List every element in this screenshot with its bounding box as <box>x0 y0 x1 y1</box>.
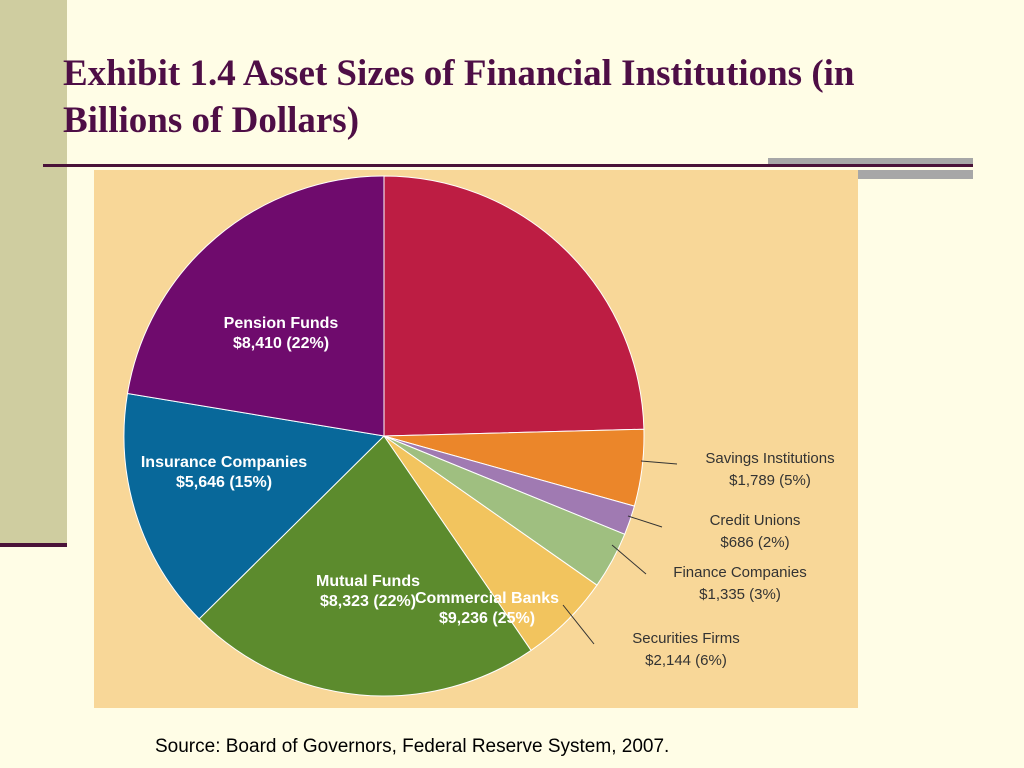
slice-value-mutual-funds: $8,323 (22%) <box>320 593 416 610</box>
title-divider-accent-lower <box>858 170 973 179</box>
leader-line-finance-companies <box>611 544 647 575</box>
left-accent-band <box>0 0 67 543</box>
slice-value-securities-firms: $2,144 (6%) <box>645 652 727 669</box>
pie-slice-pension-funds <box>126 175 385 437</box>
leader-line-savings-institutions <box>640 460 678 465</box>
slice-value-savings-institutions: $1,789 (5%) <box>729 472 811 489</box>
slice-label-pension-funds: Pension Funds <box>224 315 339 332</box>
slice-label-mutual-funds: Mutual Funds <box>316 573 420 590</box>
title-divider <box>43 164 973 167</box>
slice-value-insurance-companies: $5,646 (15%) <box>176 474 272 491</box>
slide-title: Exhibit 1.4 Asset Sizes of Financial Ins… <box>63 53 855 141</box>
slice-label-insurance-companies: Insurance Companies <box>141 454 307 471</box>
slice-label-savings-institutions: Savings Institutions <box>705 450 834 467</box>
slice-value-pension-funds: $8,410 (22%) <box>233 335 329 352</box>
slice-value-credit-unions: $686 (2%) <box>720 534 789 551</box>
pie-slice-mutual-funds <box>198 435 532 697</box>
title-divider-accent <box>768 158 973 164</box>
chart-panel: Commercial Banks $9,236 (25%) Savings Inst… <box>94 170 858 708</box>
source-note: Source: Board of Governors, Federal Rese… <box>155 736 670 757</box>
slice-label-credit-unions: Credit Unions <box>710 512 801 529</box>
leader-line-securities-firms <box>562 604 595 645</box>
slice-label-securities-firms: Securities Firms <box>632 630 740 647</box>
slice-value-finance-companies: $1,335 (3%) <box>699 586 781 603</box>
slice-label-commercial-banks: Commercial Banks <box>415 590 559 607</box>
leader-line-credit-unions <box>627 515 663 528</box>
pie-slice-insurance-companies <box>123 392 386 620</box>
pie-chart: Commercial Banks $9,236 (25%) Savings Inst… <box>123 175 835 697</box>
slice-label-finance-companies: Finance Companies <box>673 564 806 581</box>
slice-value-commercial-banks: $9,236 (25%) <box>439 610 535 627</box>
left-accent-underline <box>0 543 67 547</box>
pie-slice-commercial-banks <box>383 175 645 437</box>
